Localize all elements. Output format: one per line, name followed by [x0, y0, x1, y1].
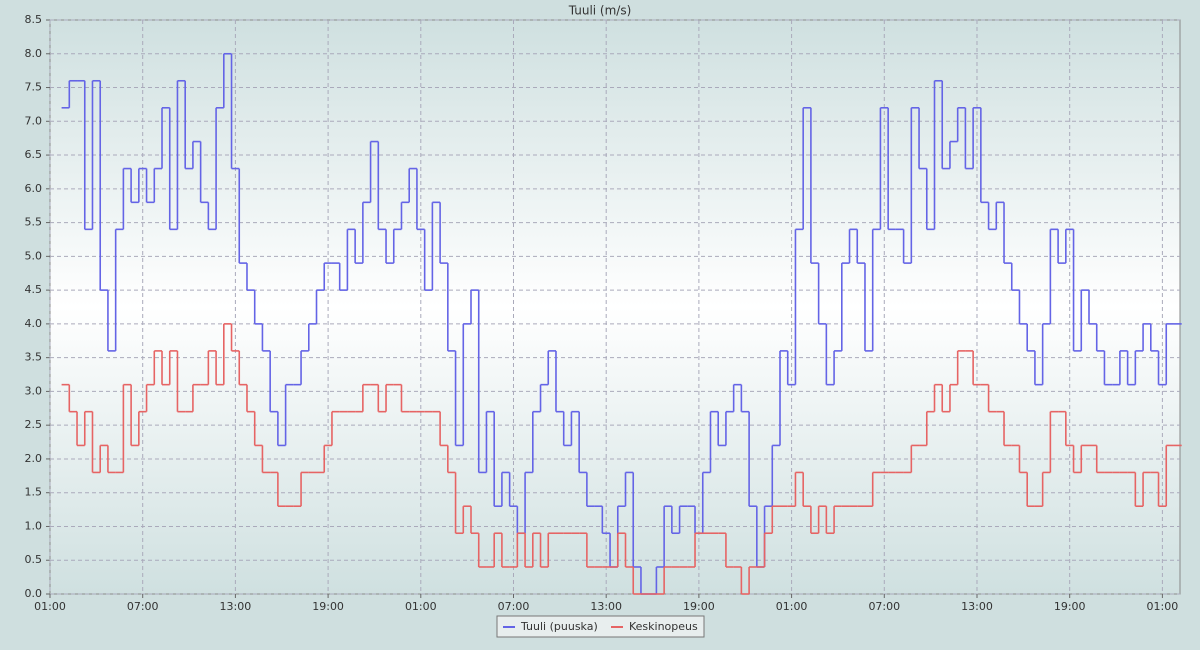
y-tick-label: 1.0 — [25, 519, 43, 532]
legend — [496, 615, 705, 638]
x-tick-label: 01:00 — [34, 600, 66, 613]
x-tick-label: 19:00 — [1054, 600, 1086, 613]
y-tick-label: 6.0 — [25, 182, 43, 195]
plot-area — [49, 19, 1181, 595]
x-tick-label: 13:00 — [961, 600, 993, 613]
y-tick-label: 7.0 — [25, 114, 43, 127]
y-tick-label: 5.5 — [25, 216, 43, 229]
y-tick-label: 4.0 — [25, 317, 43, 330]
x-tick-label: 07:00 — [127, 600, 159, 613]
y-tick-label: 3.0 — [25, 384, 43, 397]
y-tick-label: 7.5 — [25, 81, 43, 94]
x-tick-label: 07:00 — [868, 600, 900, 613]
y-tick-label: 2.0 — [25, 452, 43, 465]
x-tick-label: 19:00 — [683, 600, 715, 613]
x-tick-label: 19:00 — [312, 600, 344, 613]
y-tick-label: 0.5 — [25, 553, 43, 566]
y-tick-label: 0.0 — [25, 587, 43, 600]
y-tick-label: 6.5 — [25, 148, 43, 161]
y-tick-label: 4.5 — [25, 283, 43, 296]
legend-label: Tuuli (puuska) — [520, 620, 598, 633]
x-tick-label: 13:00 — [220, 600, 252, 613]
y-tick-label: 5.0 — [25, 249, 43, 262]
chart-title: Tuuli (m/s) — [568, 4, 632, 18]
x-tick-label: 07:00 — [498, 600, 530, 613]
x-tick-label: 01:00 — [405, 600, 437, 613]
y-tick-label: 8.0 — [25, 47, 43, 60]
legend-label: Keskinopeus — [629, 620, 698, 633]
x-tick-label: 13:00 — [590, 600, 622, 613]
y-tick-label: 1.5 — [25, 486, 43, 499]
y-tick-label: 2.5 — [25, 418, 43, 431]
legend-box — [496, 615, 705, 638]
y-tick-label: 3.5 — [25, 351, 43, 364]
y-tick-label: 8.5 — [25, 13, 43, 26]
x-tick-label: 01:00 — [776, 600, 808, 613]
x-tick-label: 01:00 — [1147, 600, 1179, 613]
